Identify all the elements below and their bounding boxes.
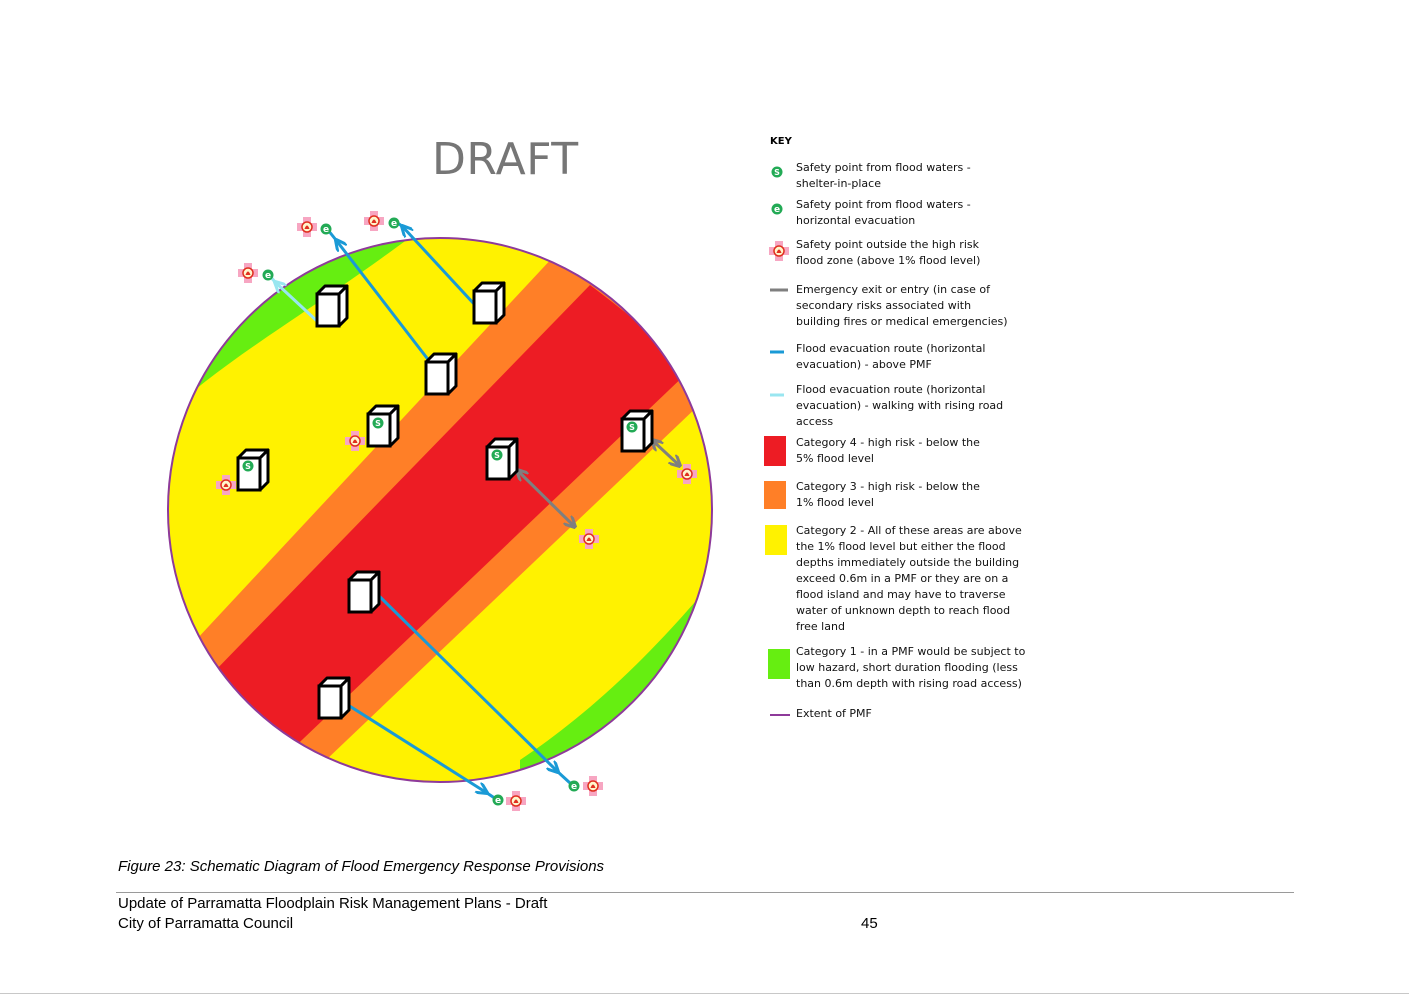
key-text-line: exceed 0.6m in a PMF or they are on a — [796, 572, 1009, 585]
evacuation-route — [336, 240, 442, 376]
key-text-line: Category 4 - high risk - below the — [796, 436, 980, 449]
key-text-line: 5% flood level — [796, 452, 874, 465]
safety-point-outside — [505, 790, 527, 812]
building — [472, 281, 506, 325]
key-text-line: secondary risks associated with — [796, 299, 972, 312]
key-text-line: free land — [796, 620, 845, 633]
flood-zones — [168, 238, 712, 782]
rising-road-route — [275, 282, 320, 324]
key-text-line: Extent of PMF — [796, 707, 872, 720]
shelter-in-place-point — [372, 417, 384, 429]
rising-road-route-line-icon — [770, 393, 784, 397]
key-text-line: access — [796, 415, 834, 428]
footer-divider — [116, 892, 1294, 893]
key-text-line: Safety point from flood waters - — [796, 198, 971, 211]
shelter-in-place-point — [626, 421, 638, 433]
emergency-exit-route — [652, 440, 680, 466]
key-text-line: Category 1 - in a PMF would be subject t… — [796, 645, 1026, 658]
evacuation-route-line-icon — [770, 350, 784, 354]
category-1-swatch — [768, 649, 790, 679]
evacuation-route — [373, 590, 558, 772]
footer-organization: City of Parramatta Council — [118, 915, 294, 932]
category-4-swatch — [764, 436, 786, 466]
building — [366, 404, 400, 448]
key-text-line: horizontal evacuation — [796, 214, 916, 227]
key-text-line: flood zone (above 1% flood level) — [796, 254, 981, 267]
category-3-swatch — [764, 481, 786, 509]
horizontal-evacuation-icon: e — [771, 203, 783, 215]
evacuation-route — [339, 698, 487, 793]
evacuation-routes — [268, 220, 572, 801]
horizontal-evacuation-point — [492, 794, 504, 806]
emergency-exit-line-icon — [770, 288, 788, 292]
key-text-line: Safety point from flood waters - — [796, 161, 971, 174]
key-text-line: depths immediately outside the building — [796, 556, 1020, 569]
key-text-line: Safety point outside the high risk — [796, 238, 979, 251]
safety-point-outside — [296, 216, 318, 238]
key-text-line: evacuation) - above PMF — [796, 358, 932, 371]
key-text-line: water of unknown depth to reach flood — [796, 604, 1011, 617]
figure-caption: Figure 23: Schematic Diagram of Flood Em… — [118, 858, 605, 875]
key-text-line: the 1% flood level but either the flood — [796, 540, 1006, 553]
svg-text:S: S — [774, 168, 780, 177]
safety-point-outside — [582, 775, 604, 797]
safety-point-outside — [363, 210, 385, 232]
key-text-line: than 0.6m depth with rising road access) — [796, 677, 1022, 690]
building — [317, 676, 351, 720]
key-text-line: low hazard, short duration flooding (les… — [796, 661, 1018, 674]
key-text-line: 1% flood level — [796, 496, 874, 509]
horizontal-evacuation-point — [568, 780, 580, 792]
key-text-line: building fires or medical emergencies) — [796, 315, 1008, 328]
category-4-zone — [175, 285, 690, 780]
shelter-in-place-point — [242, 460, 254, 472]
building — [485, 437, 519, 481]
building — [347, 570, 381, 614]
building — [315, 284, 349, 328]
building — [236, 448, 270, 492]
horizontal-evacuation-point — [388, 217, 400, 229]
safety-point-outside-icon — [769, 241, 789, 261]
draft-watermark: DRAFT — [432, 134, 579, 185]
key-text-line: Flood evacuation route (horizontal — [796, 383, 986, 396]
footer-document-title: Update of Parramatta Floodplain Risk Man… — [118, 895, 548, 912]
shelter-in-place-icon: S — [771, 166, 783, 178]
key-text-line: Flood evacuation route (horizontal — [796, 342, 986, 355]
pmf-extent-boundary — [167, 237, 713, 783]
svg-text:e: e — [774, 205, 780, 215]
shelter-in-place-point — [491, 449, 503, 461]
page-number: 45 — [861, 915, 878, 932]
category-2-swatch — [765, 525, 787, 555]
page-bottom-edge — [0, 993, 1409, 994]
emergency-exit-route — [517, 470, 575, 527]
key-text-line: Emergency exit or entry (in case of — [796, 283, 991, 296]
building — [620, 409, 654, 453]
key-text-line: Category 3 - high risk - below the — [796, 480, 980, 493]
evacuation-route — [402, 226, 477, 307]
key-text-line: flood island and may have to traverse — [796, 588, 1006, 601]
key-heading: KEY — [770, 136, 792, 147]
key-text-line: Category 2 - All of these areas are abov… — [796, 524, 1022, 537]
key-text-line: shelter-in-place — [796, 177, 881, 190]
emergency-exits — [517, 440, 680, 527]
pmf-extent-line-icon — [770, 714, 790, 716]
key-text-line: evacuation) - walking with rising road — [796, 399, 1004, 412]
safety-point-outside — [237, 262, 259, 284]
building — [424, 352, 458, 396]
